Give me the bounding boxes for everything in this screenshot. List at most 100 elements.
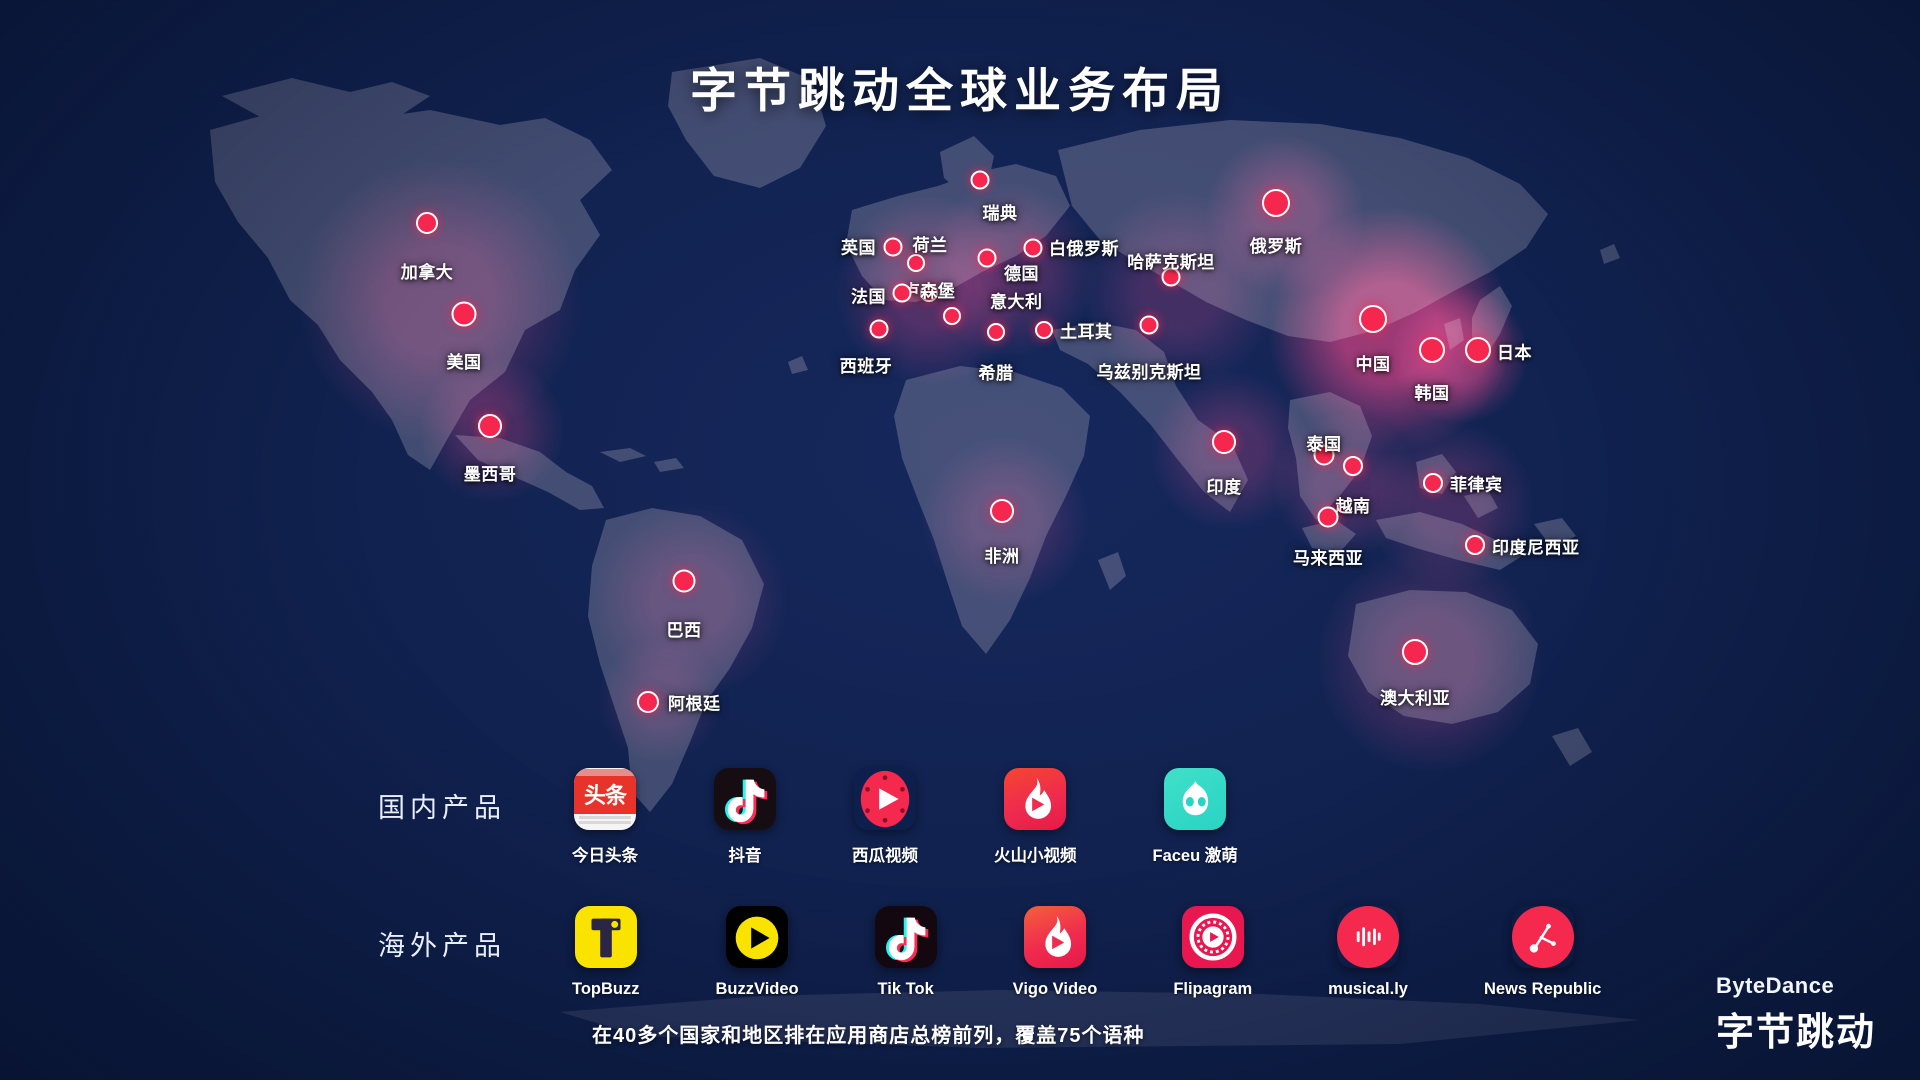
map-marker-label: 白俄罗斯 [1049, 239, 1119, 259]
map-marker[interactable] [1465, 337, 1491, 363]
map-marker[interactable] [1359, 305, 1387, 333]
location-pin-icon [869, 319, 889, 339]
map-marker[interactable] [451, 301, 477, 327]
map-marker-label: 土耳其 [1060, 322, 1113, 342]
app-item[interactable]: 头条 今日头条 [572, 768, 638, 866]
app-label: 今日头条 [572, 847, 638, 865]
map-marker-label: 荷兰 [912, 236, 948, 255]
app-item[interactable]: musical.ly [1328, 906, 1408, 999]
location-pin-icon [907, 254, 925, 272]
douyin-icon[interactable] [714, 768, 776, 830]
app-label: Tik Tok [877, 980, 934, 998]
newsrepublic-icon[interactable] [1511, 906, 1574, 968]
map-marker-label: 俄罗斯 [1249, 237, 1303, 256]
app-item[interactable]: 抖音 [714, 768, 776, 866]
app-item[interactable]: BuzzVideo [716, 906, 799, 999]
toutiao-icon[interactable]: 头条 [574, 768, 636, 830]
flipagram-icon[interactable] [1181, 906, 1244, 968]
map-marker[interactable] [1313, 444, 1335, 466]
app-item[interactable]: 西瓜视频 [852, 768, 918, 866]
map-marker[interactable] [1343, 456, 1363, 476]
overseas-products-title: 海外产品 [378, 931, 506, 961]
map-marker[interactable] [1212, 430, 1236, 454]
map-marker-label: 英国 [841, 238, 876, 258]
buzzvideo-icon[interactable] [726, 906, 789, 968]
location-pin-icon [478, 414, 502, 438]
location-pin-icon [920, 284, 938, 302]
location-pin-icon [892, 283, 912, 303]
huoshan-icon[interactable] [1004, 768, 1067, 830]
topbuzz-icon[interactable] [574, 906, 637, 968]
location-pin-icon [1419, 337, 1445, 363]
map-marker[interactable] [920, 284, 938, 302]
map-marker[interactable] [869, 319, 889, 339]
app-item[interactable]: Vigo Video [1013, 906, 1097, 999]
map-marker-label: 德国 [1004, 264, 1039, 284]
map-marker[interactable] [943, 307, 961, 325]
map-marker[interactable] [987, 323, 1005, 341]
map-marker[interactable] [892, 283, 912, 303]
map-marker[interactable] [672, 569, 696, 593]
map-marker[interactable] [907, 254, 925, 272]
page-title: 字节跳动全球业务布局 [690, 64, 1230, 117]
app-item[interactable]: News Republic [1484, 906, 1601, 999]
faceu-icon[interactable] [1164, 768, 1227, 830]
map-marker[interactable] [637, 691, 659, 713]
map-marker[interactable] [1023, 238, 1043, 258]
app-label: 抖音 [728, 847, 762, 865]
map-marker-label: 阿根廷 [668, 694, 721, 714]
map-marker-label: 马来西亚 [1293, 549, 1363, 568]
map-marker-label: 非洲 [984, 547, 1020, 566]
map-marker-label: 乌兹别克斯坦 [1096, 363, 1202, 382]
map-marker[interactable] [1402, 639, 1428, 665]
map-marker[interactable] [1317, 506, 1339, 528]
location-pin-icon [1465, 535, 1485, 555]
map-marker-label: 西班牙 [839, 357, 893, 376]
app-item[interactable]: Flipagram [1173, 906, 1252, 999]
footnote-caption: 在40多个国家和地区排在应用商店总榜前列，覆盖75个语种 [592, 1025, 1145, 1047]
app-item[interactable]: Faceu 激萌 [1153, 768, 1238, 866]
app-label: 西瓜视频 [852, 847, 918, 865]
app-item[interactable]: 火山小视频 [994, 768, 1077, 866]
map-marker[interactable] [990, 499, 1014, 523]
location-pin-icon [977, 248, 997, 268]
map-marker-label: 中国 [1355, 355, 1391, 374]
map-marker[interactable] [1423, 473, 1443, 493]
musically-icon[interactable] [1337, 906, 1400, 968]
location-pin-icon [1313, 444, 1335, 466]
map-marker-label: 日本 [1497, 343, 1532, 363]
tiktok-icon[interactable] [874, 906, 937, 968]
map-marker[interactable] [977, 248, 997, 268]
app-label: Faceu 激萌 [1152, 847, 1238, 865]
location-pin-icon [943, 307, 961, 325]
app-item[interactable]: Tik Tok [874, 906, 937, 999]
map-marker[interactable] [478, 414, 502, 438]
map-marker[interactable] [970, 170, 990, 190]
location-pin-icon [1465, 337, 1491, 363]
vigo-icon[interactable] [1023, 906, 1086, 968]
location-pin-icon [1359, 305, 1387, 333]
app-label: Flipagram [1173, 980, 1253, 998]
map-marker[interactable] [1465, 535, 1485, 555]
app-label: TopBuzz [572, 980, 640, 998]
map-marker-label: 泰国 [1306, 435, 1342, 454]
map-marker[interactable] [1139, 315, 1159, 335]
xigua-icon[interactable] [854, 768, 916, 830]
map-marker-label: 希腊 [978, 364, 1014, 383]
location-pin-icon [1402, 639, 1428, 665]
map-marker[interactable] [1035, 321, 1053, 339]
location-pin-icon [1139, 315, 1159, 335]
map-marker[interactable] [416, 212, 438, 234]
app-item[interactable]: TopBuzz [572, 906, 640, 999]
map-marker-label: 印度 [1206, 478, 1242, 497]
map-marker[interactable] [883, 237, 903, 257]
location-pin-icon [1423, 473, 1443, 493]
map-marker-label: 卢森堡 [902, 282, 956, 301]
map-marker[interactable] [1262, 189, 1290, 217]
domestic-app-list: 头条 今日头条 抖音 西瓜视频 火山小视频 Faceu 激萌 [572, 768, 1238, 866]
location-pin-icon [1023, 238, 1043, 258]
app-label: BuzzVideo [715, 980, 799, 998]
map-marker-label: 韩国 [1414, 384, 1450, 403]
map-marker[interactable] [1419, 337, 1445, 363]
map-marker[interactable] [1161, 267, 1181, 287]
